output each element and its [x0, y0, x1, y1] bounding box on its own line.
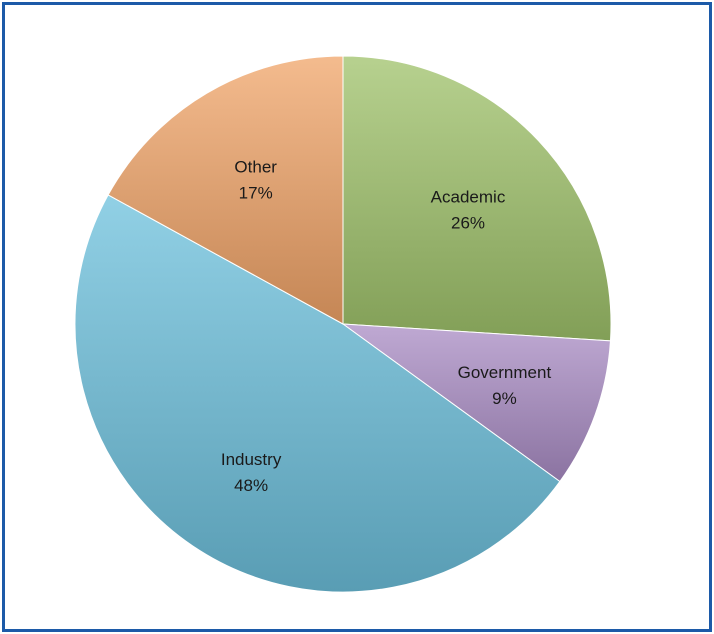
pie-slice-government	[341, 323, 612, 483]
pie-slice-industry	[74, 194, 561, 593]
slice-value-academic: 26%	[451, 214, 485, 233]
slice-value-government: 9%	[492, 389, 517, 408]
pie-slices	[74, 55, 612, 593]
pie-labels: Academic 26% Government 9% Industry 48% Other 1…	[221, 157, 552, 494]
slice-label-academic: Academic	[431, 188, 506, 207]
pie-slice-other	[107, 55, 344, 325]
slice-label-government: Government	[458, 363, 552, 382]
slice-label-other: Other	[234, 157, 277, 176]
slice-value-industry: 48%	[234, 476, 268, 495]
pie-slice-academic	[342, 55, 612, 342]
slice-label-industry: Industry	[221, 450, 282, 469]
slice-value-other: 17%	[239, 183, 273, 202]
